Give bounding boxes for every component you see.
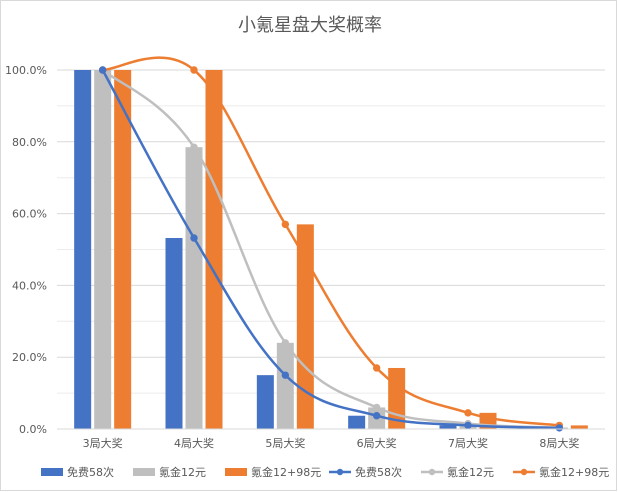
line-point: [190, 234, 198, 242]
legend-label: 氪金12+98元: [251, 465, 321, 479]
line-point: [98, 66, 107, 74]
x-tick-label: 6局大奖: [357, 436, 397, 450]
y-tick-label: 20.0%: [12, 351, 47, 364]
y-tick-label: 40.0%: [12, 279, 47, 292]
bar: [439, 425, 457, 429]
line-point: [464, 421, 472, 430]
x-tick-label: 5局大奖: [265, 436, 305, 450]
y-tick-label: 80.0%: [12, 136, 47, 149]
line-point: [281, 220, 290, 229]
chart-title: 小氪星盘大奖概率: [238, 15, 382, 36]
line-series: [98, 56, 564, 432]
line-point: [372, 412, 381, 420]
line-point: [555, 424, 564, 432]
line-point: [190, 66, 198, 74]
y-axis: 0.0% 20.0% 40.0% 60.0% 80.0% 100.0%: [5, 64, 47, 436]
legend-swatch: [133, 468, 155, 476]
legend-swatch: [41, 468, 63, 476]
legend-marker: [336, 468, 344, 476]
x-tick-label: 8局大奖: [539, 436, 579, 450]
bar: [165, 238, 183, 429]
legend: 免费58次 氪金12元 氪金12+98元 免费58次 氪金12元 氪金12+98元: [41, 465, 609, 479]
legend-label: 免费58次: [355, 465, 402, 479]
bar: [185, 147, 203, 429]
bar: [74, 70, 92, 429]
bar: [256, 375, 274, 429]
x-tick-label: 4局大奖: [174, 436, 214, 450]
y-tick-label: 60.0%: [12, 208, 47, 221]
legend-label: 氪金12元: [447, 465, 494, 479]
line-point: [281, 371, 290, 379]
legend-label: 氪金12+98元: [539, 465, 609, 479]
x-tick-label: 7局大奖: [448, 436, 488, 450]
legend-marker: [428, 468, 436, 476]
bar: [276, 342, 294, 429]
bar: [114, 70, 132, 429]
line-point: [372, 364, 381, 372]
bar: [348, 415, 366, 429]
bar-series: [74, 70, 588, 429]
y-tick-label: 0.0%: [19, 423, 47, 436]
legend-marker: [520, 468, 528, 476]
line-point: [464, 409, 472, 417]
gridlines: [57, 69, 605, 394]
bar: [205, 70, 223, 429]
bar: [570, 425, 588, 429]
legend-label: 氪金12元: [159, 465, 206, 479]
x-tick-label: 3局大奖: [83, 436, 123, 450]
line-point: [190, 143, 198, 151]
legend-label: 免费58次: [67, 465, 114, 479]
line-point: [281, 339, 290, 347]
line-point: [372, 403, 381, 412]
x-axis: 3局大奖 4局大奖 5局大奖 6局大奖 7局大奖 8局大奖: [57, 428, 605, 450]
bar: [94, 70, 112, 429]
bar: [296, 224, 314, 429]
y-tick-label: 100.0%: [5, 64, 47, 77]
legend-swatch: [225, 468, 247, 476]
